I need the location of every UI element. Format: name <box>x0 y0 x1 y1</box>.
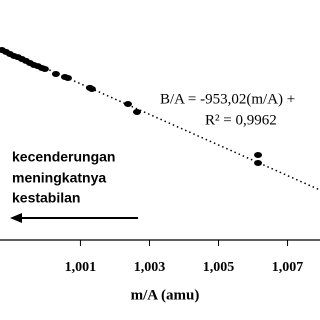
point <box>40 65 49 72</box>
point <box>51 70 60 77</box>
point <box>254 151 263 158</box>
point <box>123 101 132 108</box>
point <box>254 160 263 167</box>
annotation: kecenderungan <box>12 149 115 165</box>
r-squared: R² = 0,9962 <box>205 112 277 128</box>
x-tick-label: 1,001 <box>65 260 97 275</box>
point <box>87 86 96 93</box>
point <box>63 74 72 81</box>
point <box>132 109 141 116</box>
equation: B/A = -953,02(m/A) + <box>160 91 295 107</box>
annotation: kestabilan <box>12 190 80 206</box>
arrow-head <box>10 213 22 223</box>
x-tick-label: 1,003 <box>134 260 166 275</box>
x-tick-label: 1,007 <box>272 260 304 275</box>
x-tick-label: 1,005 <box>203 260 235 275</box>
x-axis-label: m/A (amu) <box>131 287 200 303</box>
annotation: meningkatnya <box>12 170 106 186</box>
